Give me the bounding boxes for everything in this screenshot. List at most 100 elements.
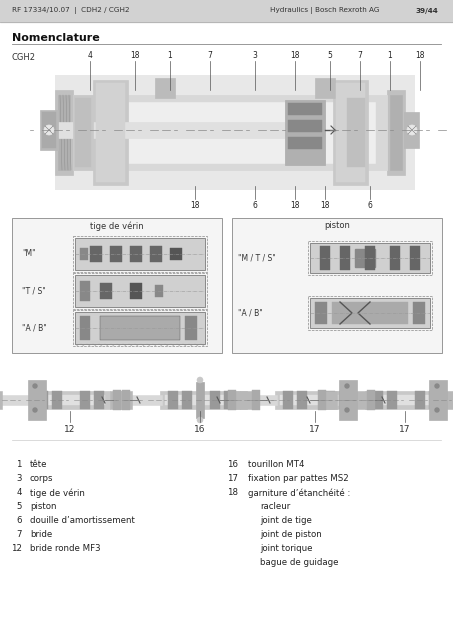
Bar bbox=[355, 391, 367, 409]
Bar bbox=[96, 83, 125, 182]
Bar bbox=[332, 302, 408, 324]
Text: Nomenclature: Nomenclature bbox=[12, 33, 100, 43]
Bar bbox=[42, 112, 56, 148]
Bar bbox=[100, 283, 112, 299]
Bar bbox=[80, 391, 90, 409]
Bar bbox=[345, 95, 367, 170]
Bar bbox=[288, 137, 322, 149]
Text: 12: 12 bbox=[11, 544, 22, 553]
Bar bbox=[75, 275, 205, 307]
Bar bbox=[367, 390, 375, 410]
Text: 7: 7 bbox=[16, 530, 22, 539]
Text: 18: 18 bbox=[227, 488, 238, 497]
Bar bbox=[90, 246, 102, 262]
Bar bbox=[0, 0, 453, 22]
Text: douille d’amortissement: douille d’amortissement bbox=[30, 516, 135, 525]
Bar bbox=[325, 391, 335, 409]
Bar bbox=[55, 90, 73, 175]
Bar bbox=[80, 102, 375, 163]
Text: 4: 4 bbox=[16, 488, 22, 497]
Bar bbox=[0, 395, 32, 405]
Bar bbox=[182, 391, 192, 409]
Bar bbox=[58, 95, 70, 170]
Bar bbox=[210, 391, 220, 409]
Bar bbox=[73, 95, 93, 170]
Text: 3: 3 bbox=[253, 51, 257, 60]
Text: piston: piston bbox=[30, 502, 57, 511]
Text: 1: 1 bbox=[168, 51, 173, 60]
Bar bbox=[224, 391, 234, 409]
Bar bbox=[130, 283, 142, 299]
Text: joint torique: joint torique bbox=[260, 544, 313, 553]
Text: 17: 17 bbox=[227, 474, 238, 483]
Text: RF 17334/10.07  |  CDH2 / CGH2: RF 17334/10.07 | CDH2 / CGH2 bbox=[12, 8, 130, 15]
Text: 16: 16 bbox=[194, 426, 206, 435]
Bar bbox=[155, 285, 163, 297]
Bar bbox=[185, 316, 197, 340]
Bar bbox=[252, 390, 260, 410]
Text: 1: 1 bbox=[388, 51, 392, 60]
Bar bbox=[155, 78, 175, 98]
Bar bbox=[196, 382, 204, 418]
Circle shape bbox=[33, 384, 37, 388]
Bar bbox=[228, 390, 236, 410]
Bar bbox=[165, 395, 235, 405]
Bar bbox=[12, 218, 222, 353]
Bar bbox=[339, 380, 357, 420]
Text: 18: 18 bbox=[320, 200, 330, 209]
Text: piston: piston bbox=[324, 221, 350, 230]
Bar bbox=[80, 281, 90, 301]
Bar bbox=[390, 95, 402, 170]
Bar bbox=[170, 248, 182, 260]
Circle shape bbox=[44, 125, 54, 135]
Circle shape bbox=[435, 408, 439, 412]
Bar bbox=[280, 395, 350, 405]
Bar bbox=[130, 395, 162, 405]
Bar bbox=[80, 248, 88, 260]
Text: 6: 6 bbox=[16, 516, 22, 525]
Text: 18: 18 bbox=[130, 51, 140, 60]
Bar bbox=[110, 391, 122, 409]
Text: 7: 7 bbox=[357, 51, 362, 60]
Text: "M / T / S": "M / T / S" bbox=[238, 253, 276, 262]
Bar bbox=[410, 246, 420, 270]
Bar bbox=[297, 391, 307, 409]
Text: corps: corps bbox=[30, 474, 53, 483]
Bar bbox=[429, 391, 439, 409]
Bar bbox=[110, 246, 122, 262]
Bar bbox=[30, 391, 110, 409]
Circle shape bbox=[345, 384, 349, 388]
Bar bbox=[55, 75, 415, 190]
Text: tige de vérin: tige de vérin bbox=[90, 221, 144, 231]
Bar bbox=[413, 302, 425, 324]
Bar bbox=[0, 391, 2, 409]
Text: bride ronde MF3: bride ronde MF3 bbox=[30, 544, 101, 553]
Bar bbox=[73, 236, 207, 272]
Text: bague de guidage: bague de guidage bbox=[260, 558, 338, 567]
Bar bbox=[73, 95, 387, 170]
Bar bbox=[336, 83, 365, 182]
Text: bride: bride bbox=[30, 530, 52, 539]
Bar bbox=[160, 391, 240, 409]
Circle shape bbox=[407, 125, 417, 135]
Bar bbox=[52, 391, 62, 409]
Bar bbox=[340, 246, 350, 270]
Text: 17: 17 bbox=[399, 426, 411, 435]
Bar bbox=[333, 80, 368, 185]
Bar bbox=[308, 241, 432, 275]
Text: racleur: racleur bbox=[260, 502, 290, 511]
Bar bbox=[318, 390, 326, 410]
Text: 18: 18 bbox=[290, 200, 300, 209]
Bar bbox=[315, 302, 327, 324]
Circle shape bbox=[33, 408, 37, 412]
Bar bbox=[73, 310, 207, 346]
Text: 12: 12 bbox=[64, 426, 76, 435]
Bar bbox=[288, 103, 322, 115]
Text: 16: 16 bbox=[227, 460, 238, 469]
Text: Hydraulics | Bosch Rexroth AG: Hydraulics | Bosch Rexroth AG bbox=[270, 8, 380, 15]
Text: "A / B": "A / B" bbox=[238, 308, 263, 317]
Bar bbox=[387, 90, 405, 175]
Text: tige de vérin: tige de vérin bbox=[30, 488, 85, 497]
Bar bbox=[390, 246, 400, 270]
Bar bbox=[150, 246, 162, 262]
